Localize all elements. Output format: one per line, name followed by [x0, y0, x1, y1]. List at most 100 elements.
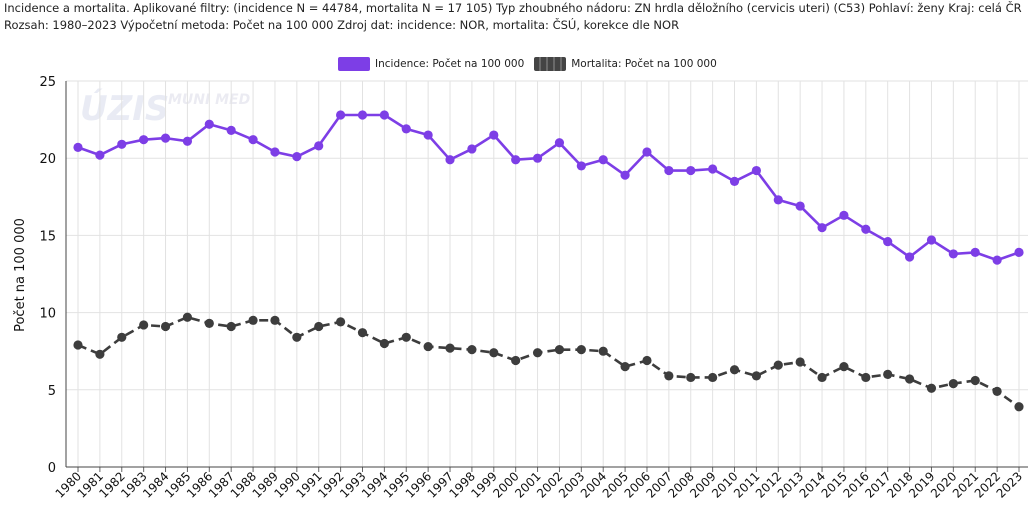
data-point-mortality	[248, 315, 258, 325]
series-line-incidence	[77, 113, 1020, 262]
data-point-mortality	[139, 320, 149, 330]
data-point-mortality	[708, 372, 718, 383]
data-point-mortality	[270, 315, 280, 325]
data-point-mortality	[751, 371, 761, 381]
data-point-incidence	[861, 224, 871, 234]
chart-legend: Incidence: Počet na 100 000 Mortalita: P…	[338, 57, 727, 71]
data-point-mortality	[292, 332, 302, 342]
data-point-incidence	[379, 110, 389, 120]
data-point-incidence	[532, 153, 543, 163]
data-point-mortality	[314, 321, 324, 332]
data-point-incidence	[204, 119, 214, 129]
data-point-incidence	[686, 165, 696, 176]
data-point-mortality	[642, 355, 652, 366]
legend-label-mortality: Mortalita: Počet na 100 000	[571, 58, 717, 70]
x-tick-label: 2023	[994, 469, 1025, 500]
data-point-mortality	[926, 383, 937, 393]
watermark-uzis-logo: ÚZIS	[80, 88, 169, 129]
data-point-mortality	[226, 321, 236, 332]
data-point-incidence	[117, 139, 127, 149]
data-point-mortality	[948, 379, 958, 389]
data-point-incidence	[773, 195, 783, 205]
header-filters-line: Incidence a mortalita. Aplikované filtry…	[4, 1, 1022, 15]
data-point-mortality	[729, 365, 740, 375]
legend-label-incidence: Incidence: Počet na 100 000	[375, 58, 525, 70]
data-point-mortality	[511, 355, 521, 366]
data-point-incidence	[467, 144, 477, 154]
data-point-incidence	[160, 133, 171, 143]
data-point-incidence	[270, 147, 280, 157]
y-tick-label: 0	[48, 461, 56, 476]
data-point-mortality	[773, 360, 783, 370]
data-point-incidence	[511, 155, 521, 165]
data-point-mortality	[576, 345, 586, 355]
data-point-incidence	[357, 110, 368, 120]
data-point-mortality	[182, 312, 193, 322]
data-point-incidence	[182, 136, 193, 146]
legend-swatch-incidence	[338, 57, 370, 71]
data-point-mortality	[532, 348, 543, 358]
data-point-mortality	[883, 369, 893, 379]
data-point-incidence	[992, 255, 1002, 265]
y-tick-label: 25	[39, 75, 56, 90]
series-layer	[73, 110, 1024, 412]
data-point-mortality	[379, 338, 389, 349]
chart-header: Incidence a mortalita. Aplikované filtry…	[4, 0, 1022, 34]
data-point-incidence	[970, 247, 980, 257]
data-point-incidence	[620, 170, 630, 180]
data-point-incidence	[708, 164, 718, 174]
data-point-incidence	[576, 161, 586, 171]
data-point-mortality	[95, 349, 105, 359]
data-point-incidence	[95, 150, 105, 160]
data-point-incidence	[1014, 247, 1024, 257]
y-tick-label: 20	[39, 152, 56, 167]
data-point-mortality	[423, 341, 433, 352]
data-point-incidence	[401, 124, 411, 134]
data-point-incidence	[817, 223, 827, 233]
data-point-mortality	[904, 374, 915, 384]
data-point-mortality	[664, 371, 674, 381]
legend-swatch-mortality	[534, 57, 567, 71]
data-point-incidence	[883, 236, 893, 247]
data-point-incidence	[248, 135, 258, 145]
y-axis-label: Počet na 100 000	[13, 218, 28, 332]
data-point-incidence	[904, 252, 915, 262]
legend-item-mortality[interactable]: Mortalita: Počet na 100 000	[534, 57, 717, 71]
data-point-incidence	[226, 125, 236, 136]
data-point-mortality	[598, 346, 608, 356]
data-point-incidence	[926, 235, 937, 245]
data-point-incidence	[642, 147, 652, 157]
data-point-mortality	[73, 340, 83, 350]
data-point-mortality	[160, 321, 171, 332]
y-tick-label: 5	[48, 384, 56, 399]
data-point-mortality	[686, 372, 696, 383]
data-point-incidence	[139, 135, 149, 145]
data-point-incidence	[795, 201, 805, 211]
data-point-incidence	[729, 176, 740, 186]
y-tick-label: 15	[39, 229, 56, 244]
data-point-mortality	[445, 343, 455, 353]
y-axis: 0 5 10 15 20 25	[39, 75, 56, 476]
data-point-incidence	[314, 141, 324, 151]
data-point-mortality	[817, 372, 827, 383]
data-point-incidence	[489, 130, 499, 140]
data-point-mortality	[336, 317, 346, 327]
data-point-incidence	[751, 165, 761, 176]
data-point-incidence	[839, 210, 849, 220]
legend-item-incidence[interactable]: Incidence: Počet na 100 000	[338, 57, 524, 71]
data-point-mortality	[839, 362, 849, 372]
x-axis: 1980198119821983198419851986198719881989…	[53, 81, 1028, 501]
header-range-line: Rozsah: 1980–2023 Výpočetní metoda: Poče…	[4, 18, 680, 32]
grid	[66, 80, 1028, 468]
data-point-mortality	[357, 328, 368, 338]
data-point-mortality	[204, 318, 214, 329]
data-point-mortality	[117, 332, 127, 342]
data-point-mortality	[489, 348, 499, 358]
data-point-mortality	[554, 345, 565, 355]
data-point-mortality	[467, 345, 477, 355]
data-point-mortality	[970, 375, 980, 386]
data-point-incidence	[445, 155, 455, 165]
data-point-incidence	[664, 165, 674, 176]
data-point-mortality	[992, 386, 1002, 396]
